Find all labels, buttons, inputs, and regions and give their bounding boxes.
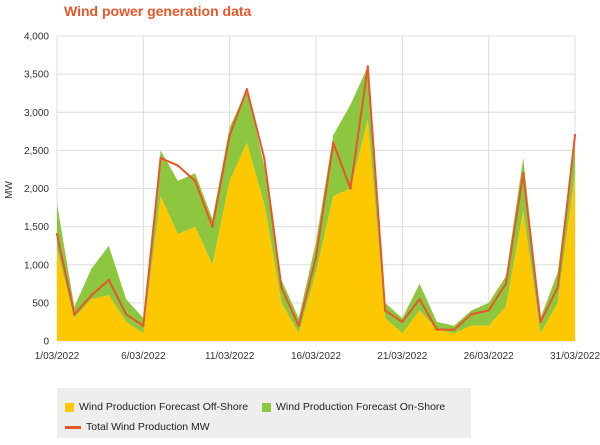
total-point <box>366 65 369 68</box>
total-point <box>245 88 249 91</box>
chart-legend: Wind Production Forecast Off-Shore Wind … <box>57 388 471 438</box>
y-tick-label: 4,000 <box>24 32 49 43</box>
legend-label-onshore: Wind Production Forecast On-Shore <box>276 401 446 413</box>
line-series <box>55 65 577 331</box>
x-tick-label: 31/03/2022 <box>550 351 600 362</box>
total-point <box>349 187 352 190</box>
total-point <box>556 286 559 289</box>
total-point <box>280 286 283 289</box>
total-point <box>228 133 231 137</box>
total-point <box>383 309 387 312</box>
wind-chart: 05001,0001,5002,0002,5003,0003,5004,000 … <box>4 32 600 363</box>
area-series <box>57 66 575 342</box>
total-point <box>176 164 180 167</box>
legend-label-offshore: Wind Production Forecast Off-Shore <box>79 401 249 413</box>
y-tick-label: 1,500 <box>24 222 49 233</box>
legend-item-total: Total Wind Production MW <box>65 421 210 433</box>
total-point <box>263 156 266 160</box>
y-tick-label: 500 <box>32 298 49 309</box>
x-tick-label: 6/03/2022 <box>121 351 166 362</box>
total-point <box>470 313 473 316</box>
total-point <box>211 225 214 228</box>
y-tick-label: 2,500 <box>24 146 49 157</box>
total-point <box>297 324 300 327</box>
total-point <box>193 179 197 183</box>
total-point <box>142 324 145 327</box>
y-tick-label: 2,000 <box>24 184 49 195</box>
y-tick-label: 3,000 <box>24 108 49 119</box>
total-point <box>452 328 456 331</box>
total-point <box>504 282 508 286</box>
legend-item-offshore: Wind Production Forecast Off-Shore <box>65 401 248 413</box>
total-point <box>418 297 421 301</box>
legend-swatch-onshore <box>262 402 271 412</box>
total-point <box>539 320 542 324</box>
legend-swatch-offshore <box>65 402 74 412</box>
x-tick-label: 1/03/2022 <box>35 351 80 362</box>
total-point <box>107 278 111 282</box>
x-tick-label: 11/03/2022 <box>205 351 255 362</box>
total-point <box>332 141 335 144</box>
legend-item-onshore: Wind Production Forecast On-Shore <box>262 401 445 413</box>
offshore-area <box>57 119 575 342</box>
total-point <box>401 320 404 324</box>
chart-title: Wind power generation data <box>64 3 252 19</box>
y-tick-label: 0 <box>43 337 49 348</box>
total-point <box>73 313 76 316</box>
x-tick-label: 21/03/2022 <box>377 351 427 362</box>
y-axis-label: MW <box>4 181 15 199</box>
total-point <box>159 156 162 160</box>
total-point <box>487 309 490 312</box>
y-tick-label: 3,500 <box>24 70 49 81</box>
total-point <box>90 294 93 297</box>
x-axis-ticks: 1/03/2022 6/03/2022 11/03/2022 16/03/2022 21… <box>35 351 600 362</box>
y-tick-label: 1,000 <box>24 260 49 271</box>
legend-label-total: Total Wind Production MW <box>86 421 210 433</box>
total-point <box>522 172 525 175</box>
y-axis-ticks: 0 500 1,000 1,500 2,000 2,500 3,000 3,500 4,000 <box>24 32 49 348</box>
total-point <box>55 233 59 236</box>
total-point <box>573 133 577 137</box>
total-point <box>314 255 318 259</box>
x-tick-label: 26/03/2022 <box>464 351 514 362</box>
x-tick-label: 16/03/2022 <box>291 351 341 362</box>
total-point <box>435 328 439 331</box>
legend-swatch-total <box>65 425 81 429</box>
total-point <box>124 313 128 316</box>
